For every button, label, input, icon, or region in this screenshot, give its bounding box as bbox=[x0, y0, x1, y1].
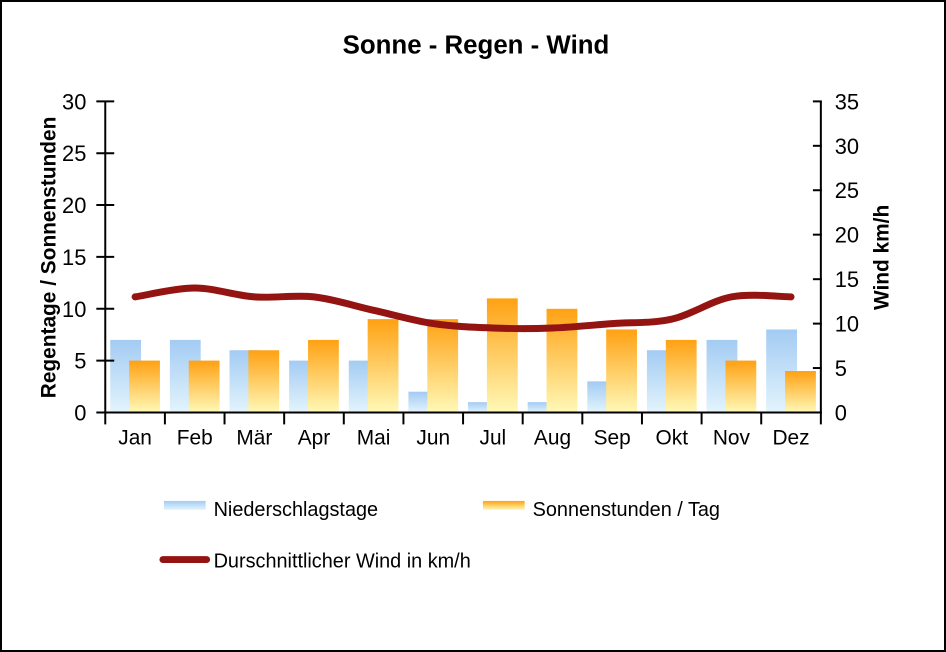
right-axis-tick-label: 25 bbox=[835, 178, 859, 203]
bar-sonnenstunden-jul bbox=[486, 298, 518, 413]
left-axis-tick-label: 15 bbox=[62, 245, 86, 270]
axis-labels-layer: 0 5 10 15 20 25 30 0 5 10 15 20 25 30 35 Jan Feb Mär Apr Ma… bbox=[62, 89, 859, 449]
x-axis-label-sep: Sep bbox=[594, 426, 631, 449]
bar-sonnenstunden-jan bbox=[129, 360, 160, 413]
bar-sonnenstunden-dez bbox=[785, 371, 816, 413]
x-axis-label-apr: Apr bbox=[298, 426, 331, 449]
right-axis-tick-label: 10 bbox=[835, 312, 859, 337]
left-axis-tick-label: 25 bbox=[62, 141, 86, 166]
left-axis-tick-label: 10 bbox=[62, 297, 86, 322]
x-axis-label-jan: Jan bbox=[118, 426, 152, 449]
left-axis-tick-label: 0 bbox=[74, 400, 86, 425]
bar-sonnenstunden-m-r bbox=[248, 350, 280, 413]
x-axis-label-m-r: Mär bbox=[236, 426, 272, 449]
bars-layer bbox=[110, 298, 816, 413]
left-axis-tick-label: 20 bbox=[62, 193, 86, 218]
wind-line bbox=[131, 284, 795, 333]
left-axis-title: Regentage / Sonnenstunden bbox=[38, 117, 61, 399]
bar-niederschlagstage-aug bbox=[527, 402, 559, 413]
bar-sonnenstunden-nov bbox=[725, 360, 757, 413]
right-axis-tick-label: 20 bbox=[835, 223, 859, 248]
bar-sonnenstunden-apr bbox=[308, 339, 339, 413]
wind-line-layer bbox=[131, 284, 795, 333]
axes-layer bbox=[96, 100, 822, 425]
left-axis-tick-label: 30 bbox=[62, 89, 86, 114]
bar-sonnenstunden-okt bbox=[665, 339, 697, 413]
x-axis-label-feb: Feb bbox=[177, 426, 213, 449]
x-axis-label-nov: Nov bbox=[713, 426, 751, 449]
legend-label-wind: Durschnittlicher Wind in km/h bbox=[214, 551, 471, 573]
legend-swatch-niederschlagstage bbox=[163, 500, 206, 510]
right-axis-title: Wind km/h bbox=[870, 205, 893, 310]
x-axis-label-mai: Mai bbox=[357, 426, 391, 449]
legend-label-sonnenstunden: Sonnenstunden / Tag bbox=[533, 499, 720, 521]
bar-sonnenstunden-jun bbox=[427, 319, 459, 413]
legend: Niederschlagstage Sonnenstunden / Tag Du… bbox=[159, 499, 720, 573]
x-axis-label-jun: Jun bbox=[416, 426, 450, 449]
bar-sonnenstunden-sep bbox=[606, 329, 637, 413]
x-axis-label-jul: Jul bbox=[480, 426, 507, 449]
x-axis-label-dez: Dez bbox=[772, 426, 809, 449]
bar-sonnenstunden-mai bbox=[367, 319, 399, 413]
legend-swatch-sonnenstunden bbox=[482, 500, 525, 510]
bar-niederschlagstage-jul bbox=[468, 402, 499, 413]
right-axis-tick-label: 30 bbox=[835, 134, 859, 159]
legend-label-niederschlagstage: Niederschlagstage bbox=[214, 499, 379, 521]
right-axis-tick-label: 35 bbox=[835, 89, 859, 114]
bar-sonnenstunden-feb bbox=[188, 360, 220, 413]
x-axis-label-aug: Aug bbox=[534, 426, 571, 449]
right-axis-tick-label: 5 bbox=[835, 356, 847, 381]
right-axis-tick-label: 0 bbox=[835, 400, 847, 425]
left-axis-tick-label: 5 bbox=[74, 349, 86, 374]
x-axis-label-okt: Okt bbox=[656, 426, 689, 449]
right-axis-tick-label: 15 bbox=[835, 267, 859, 292]
chart-title: Sonne - Regen - Wind bbox=[343, 32, 610, 60]
